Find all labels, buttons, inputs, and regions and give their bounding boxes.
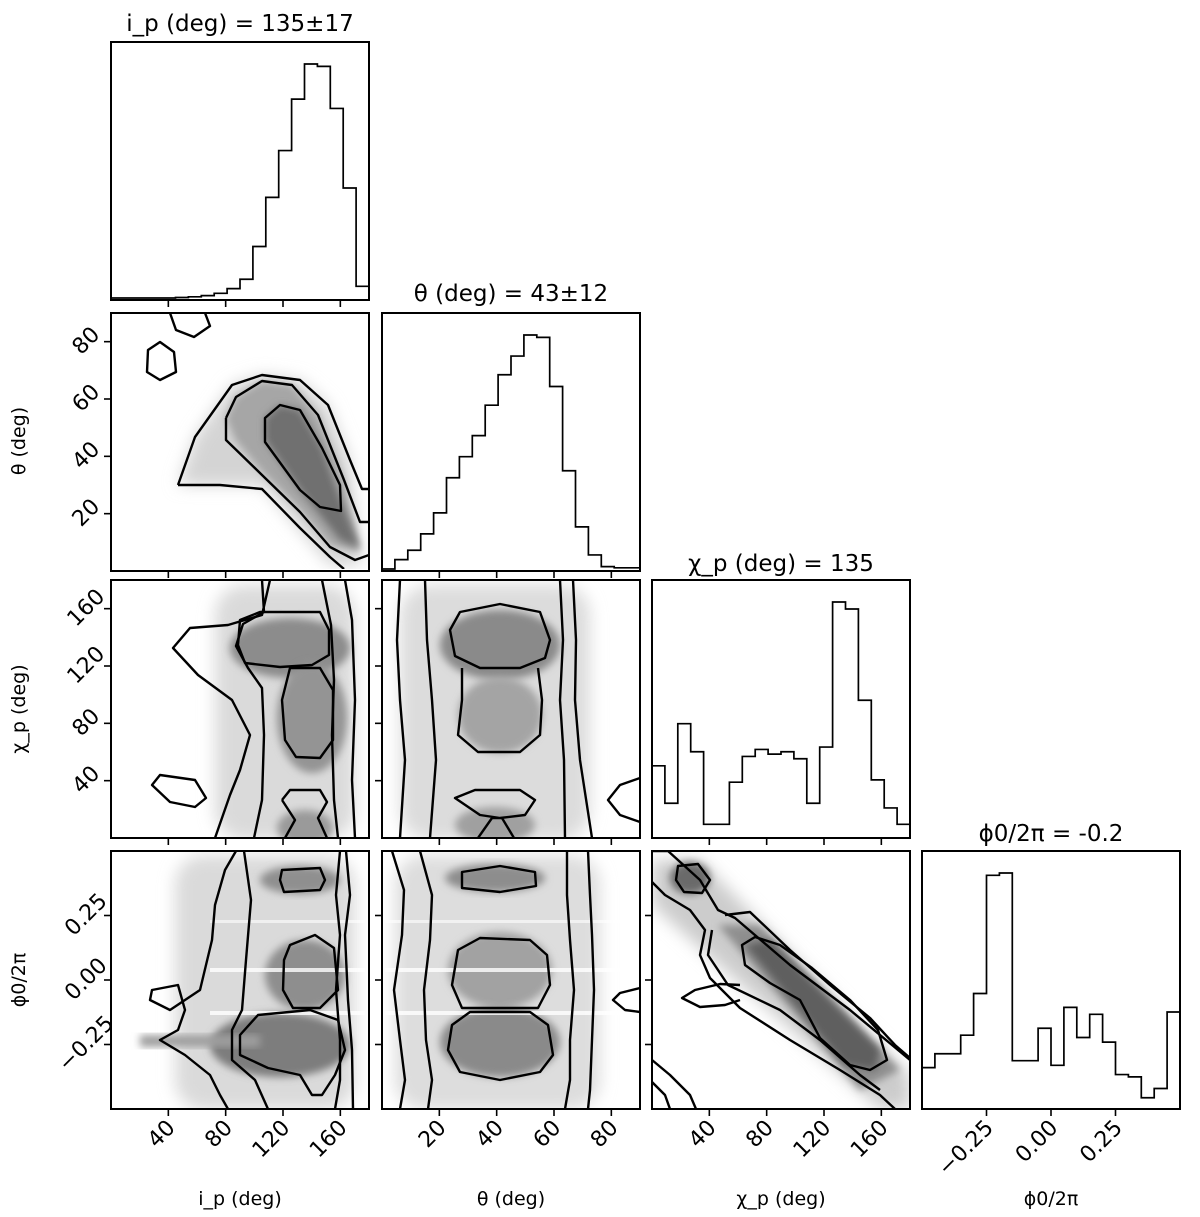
xtick-label-ip-1: 80 (200, 1116, 237, 1153)
panel-frame-chip-theta (381, 579, 641, 839)
histogram-chip (652, 601, 910, 826)
xtick-label-ip-2: 120 (248, 1116, 295, 1163)
density-panel-phi-vs-chip (652, 851, 910, 1109)
xtick-label-chip-2: 120 (789, 1116, 836, 1163)
panel-frame-ip-ip (110, 41, 370, 301)
xtick-label-theta-0: 20 (414, 1116, 451, 1153)
contour-island-1 (674, 862, 712, 895)
contour-inner-top (460, 864, 538, 894)
contour-island-2 (680, 982, 741, 1009)
histogram-ip (111, 63, 369, 299)
contour-inner (263, 403, 343, 513)
histogram-layer (111, 63, 1180, 1099)
xtick-label-theta-3: 80 (586, 1116, 623, 1153)
xtick-label-theta-2: 60 (529, 1116, 566, 1153)
contour-corner (652, 1059, 698, 1109)
contour-island (606, 776, 640, 824)
title-theta: θ (deg) = 43±12 (414, 281, 608, 307)
panel-frame-phi-phi (921, 850, 1181, 1110)
ylabel-phi: ϕ0/2π (8, 953, 30, 1008)
contour-middle (706, 910, 910, 1091)
xlabel-chip: χ_p (deg) (736, 1188, 825, 1210)
contour-inner-mid (280, 666, 335, 760)
contour-middle (224, 379, 369, 562)
ylabel-theta: θ (deg) (8, 407, 30, 475)
xtick-label-chip-0: 40 (684, 1116, 721, 1153)
contour-outer (176, 373, 369, 491)
contour-middle (230, 851, 342, 1109)
contour-island-2 (168, 313, 212, 339)
xlabel-phi: ϕ0/2π (1024, 1188, 1079, 1210)
contour-middle (418, 851, 576, 1109)
ytick-label-chip-0: 40 (68, 761, 105, 798)
density-shading (140, 855, 355, 1109)
contour-outer (148, 851, 355, 1109)
contour-island (611, 986, 640, 1014)
contour-inner-low (453, 788, 537, 838)
title-chip: χ_p (deg) = 135 (688, 551, 874, 577)
contour-inner-top (236, 610, 331, 669)
contour-inner-low (280, 788, 329, 838)
contour-outer (395, 580, 594, 838)
xtick-label-phi-0: −0.25 (933, 1116, 998, 1181)
ytick-label-theta-0: 20 (68, 494, 105, 531)
density-panel-chip-vs-ip (150, 580, 357, 838)
contour-inner (740, 935, 889, 1072)
contour-inner-mid (281, 933, 340, 1010)
title-ip: i_p (deg) = 135±17 (126, 11, 353, 37)
contour-outer-lower (178, 483, 345, 569)
panel-frame-chip-ip (110, 579, 370, 839)
ylabel-chip: χ_p (deg) (8, 664, 30, 753)
contour-inner-low (446, 1010, 555, 1082)
ytick-label-chip-3: 160 (63, 584, 110, 631)
density-shading (652, 860, 910, 1109)
ytick-label-theta-3: 80 (68, 322, 105, 359)
xtick-label-ip-0: 40 (143, 1116, 180, 1153)
contour-inner-top (278, 866, 327, 894)
histogram-theta (382, 334, 640, 570)
contour-middle (423, 580, 567, 838)
histogram-phi (922, 872, 1180, 1099)
xtick-label-ip-3: 160 (305, 1116, 352, 1163)
panel-frame-chip-chip (651, 579, 911, 839)
ytick-label-chip-1: 80 (68, 704, 105, 741)
density-panel-theta-vs-ip (145, 313, 369, 569)
panel-frame-theta-ip (110, 312, 370, 572)
panel-frame-theta-theta (381, 312, 641, 572)
xtick-label-theta-1: 40 (471, 1116, 508, 1153)
xtick-label-chip-1: 80 (741, 1116, 778, 1153)
ytick-label-theta-2: 60 (68, 380, 105, 417)
contour-inner-mid (450, 936, 552, 1010)
contour-island-1 (145, 340, 178, 382)
ytick-label-chip-2: 120 (63, 642, 110, 689)
contour-island (150, 773, 208, 809)
xlabel-ip: i_p (deg) (198, 1188, 282, 1210)
ytick-label-theta-1: 40 (68, 437, 105, 474)
xtick-label-chip-3: 160 (846, 1116, 893, 1163)
contour-inner-mid (456, 667, 544, 754)
xlabel-theta: θ (deg) (477, 1188, 545, 1210)
density-panel-phi-vs-theta (385, 851, 640, 1109)
contour-inner-top (448, 602, 552, 670)
density-shading (178, 375, 362, 565)
density-panel-phi-vs-ip (140, 851, 365, 1109)
density-panel-chip-vs-theta (395, 580, 640, 838)
xtick-label-phi-1: 0.00 (1011, 1116, 1063, 1168)
contour-inner-low (238, 1008, 347, 1097)
xtick-label-phi-2: 0.25 (1075, 1116, 1127, 1168)
density-shading (400, 585, 590, 838)
contour-outer (390, 851, 596, 1109)
title-phi: ϕ0/2π = -0.2 (979, 821, 1124, 847)
